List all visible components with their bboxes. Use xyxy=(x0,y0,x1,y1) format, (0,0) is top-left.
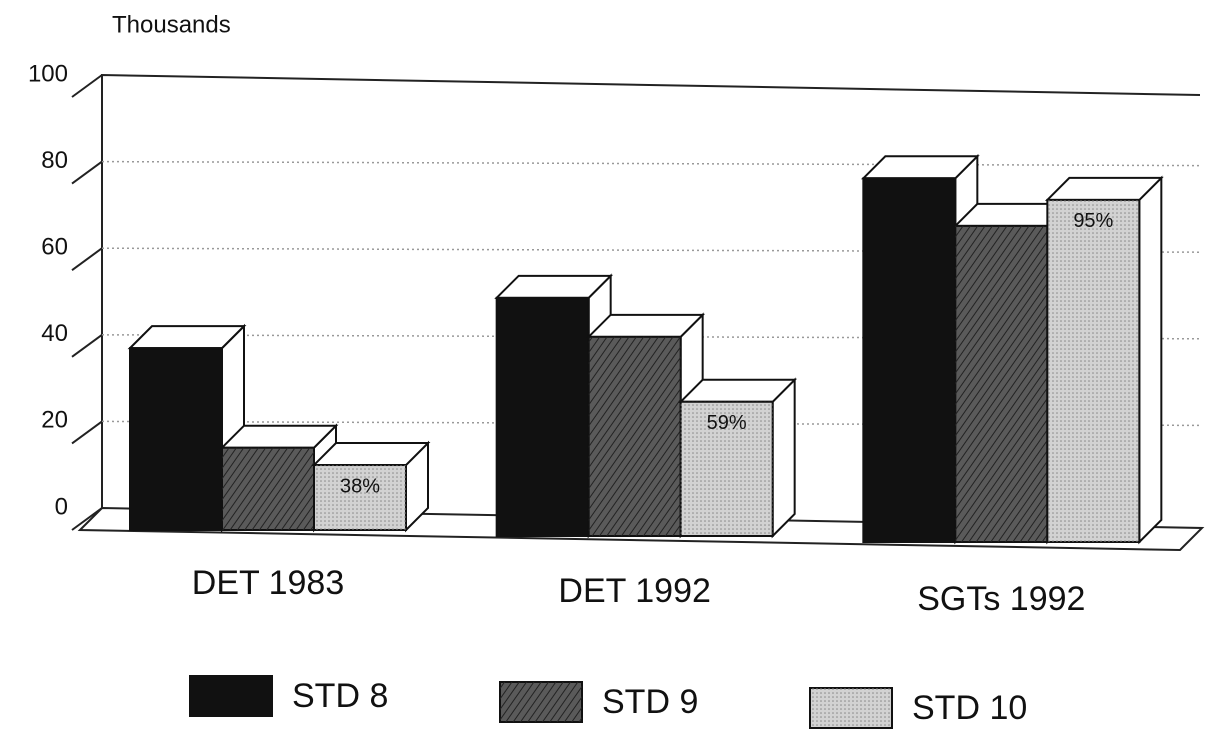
bar-texture xyxy=(222,447,314,530)
bar xyxy=(586,312,706,539)
y-tick-label: 60 xyxy=(41,234,68,261)
y-tick-label: 80 xyxy=(41,147,68,174)
y-axis-label: Thousands xyxy=(112,11,231,38)
legend-label: STD 8 xyxy=(292,677,388,715)
x-tick-label: DET 1992 xyxy=(558,572,710,610)
legend-label: STD 10 xyxy=(912,689,1027,727)
y-tick-label: 40 xyxy=(41,320,68,347)
x-tick-label: SGTs 1992 xyxy=(917,580,1085,618)
tick-mark xyxy=(71,247,103,272)
legend-texture xyxy=(810,688,892,728)
tick-mark xyxy=(71,160,103,185)
legend-texture xyxy=(500,682,582,722)
bar-side xyxy=(771,377,796,539)
bar-texture xyxy=(680,401,773,536)
y-tick-label: 20 xyxy=(41,407,68,434)
legend-swatch xyxy=(189,675,273,717)
bar xyxy=(952,201,1072,545)
bar-front xyxy=(862,177,957,543)
bar xyxy=(1044,175,1164,545)
bar-side xyxy=(1138,175,1163,545)
annotation: 59% xyxy=(707,412,747,434)
bar xyxy=(678,377,798,539)
annotation: 38% xyxy=(340,475,380,497)
grid-line xyxy=(101,160,1201,167)
tick-mark xyxy=(71,333,103,358)
tick-mark xyxy=(71,74,103,98)
bar-texture xyxy=(314,465,406,530)
bar-texture xyxy=(955,225,1048,542)
floor xyxy=(77,506,1205,552)
bar xyxy=(311,440,431,533)
tick-mark xyxy=(71,507,103,531)
annotation: 95% xyxy=(1073,210,1113,232)
bar-texture xyxy=(588,336,681,536)
bar-texture xyxy=(1047,199,1140,542)
y-tick-label: 0 xyxy=(55,493,68,520)
y-tick-label: 100 xyxy=(28,60,68,87)
legend-label: STD 9 xyxy=(602,683,698,721)
bar-front xyxy=(129,347,223,532)
x-tick-label: DET 1983 xyxy=(192,564,344,602)
tick-mark xyxy=(71,420,103,445)
bar-front xyxy=(495,296,590,537)
